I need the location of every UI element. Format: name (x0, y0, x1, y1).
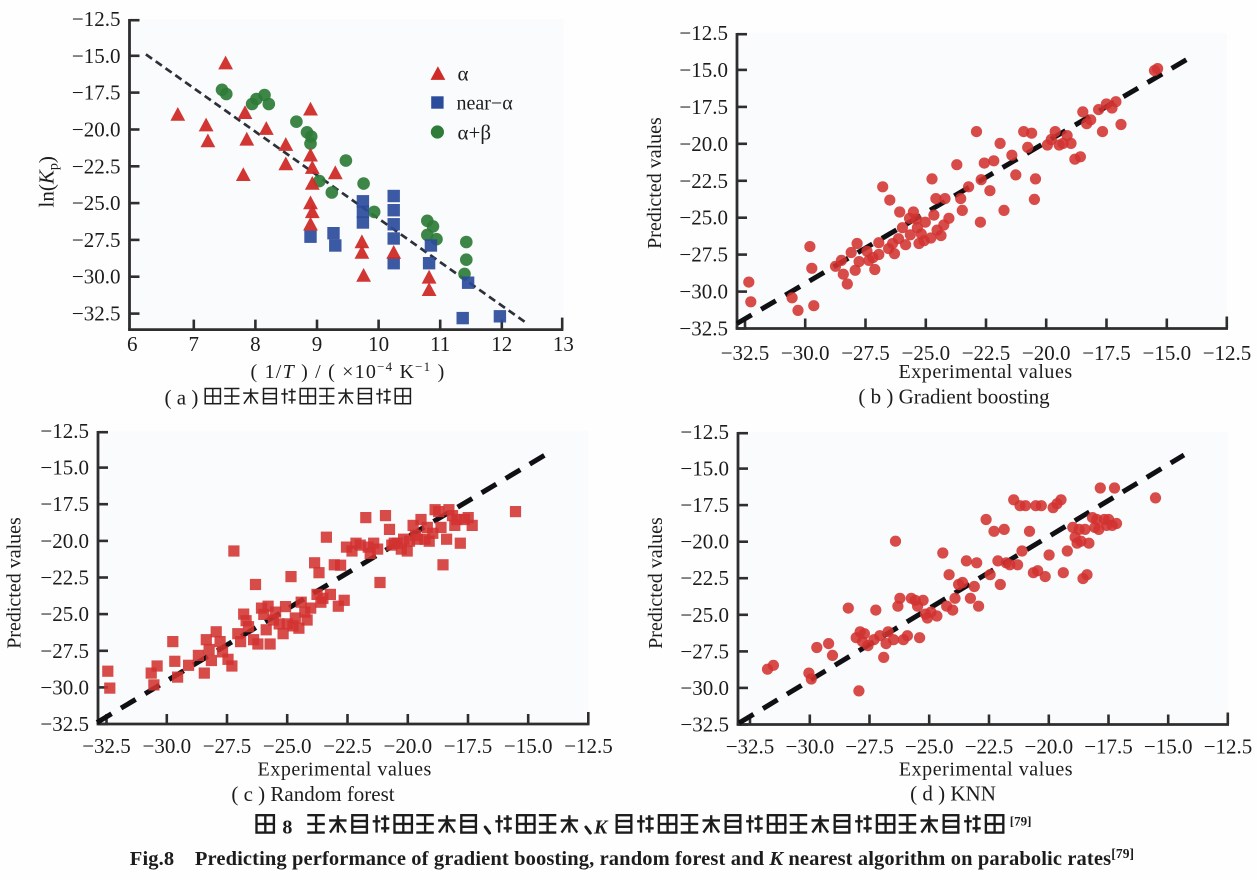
svg-text:−20.0: −20.0 (72, 118, 121, 142)
svg-text:( d ) KNN: ( d ) KNN (910, 782, 996, 806)
svg-text:( c ) Random forest: ( c ) Random forest (231, 782, 394, 806)
svg-text:−32.5: −32.5 (82, 734, 131, 758)
svg-text:[79]: [79] (1010, 814, 1032, 829)
svg-text:−12.5: −12.5 (1203, 341, 1252, 365)
svg-text:Predicted values: Predicted values (645, 517, 667, 649)
svg-text:α+β: α+β (458, 121, 492, 145)
svg-text:−17.5: −17.5 (444, 734, 493, 758)
svg-text:Experimental values: Experimental values (258, 759, 432, 781)
svg-text:−17.5: −17.5 (72, 81, 121, 105)
svg-text:9: 9 (312, 332, 323, 356)
svg-text:−30.0: −30.0 (786, 735, 835, 759)
svg-text:near−α: near−α (457, 93, 514, 115)
svg-text:−17.5: −17.5 (40, 492, 89, 516)
svg-text:Predicted values: Predicted values (4, 517, 26, 649)
svg-text:−30.0: −30.0 (72, 265, 121, 289)
svg-text:Experimental values: Experimental values (899, 759, 1073, 781)
svg-text:−27.5: −27.5 (72, 228, 121, 252)
svg-text:−27.5: −27.5 (679, 243, 728, 267)
svg-text:Predicted values: Predicted values (644, 117, 666, 249)
svg-text:−30.0: −30.0 (680, 676, 729, 700)
svg-text:−27.5: −27.5 (680, 639, 729, 663)
svg-text:−25.0: −25.0 (902, 341, 951, 365)
svg-text:−25.0: −25.0 (72, 191, 121, 215)
svg-text:−30.0: −30.0 (781, 341, 830, 365)
svg-text:−17.5: −17.5 (679, 95, 728, 119)
svg-text:−17.5: −17.5 (680, 493, 729, 517)
svg-text:−17.5: −17.5 (1082, 341, 1131, 365)
svg-text:11: 11 (430, 332, 450, 356)
svg-text:( b ) Gradient boosting: ( b ) Gradient boosting (858, 385, 1050, 409)
svg-text:K: K (593, 817, 609, 839)
svg-text:−12.5: −12.5 (40, 419, 89, 443)
svg-text:−22.5: −22.5 (72, 154, 121, 178)
svg-text:−32.5: −32.5 (726, 735, 775, 759)
svg-text:−27.5: −27.5 (40, 639, 89, 663)
svg-text:−20.0: −20.0 (384, 734, 433, 758)
svg-text:−22.5: −22.5 (679, 169, 728, 193)
svg-text:−15.0: −15.0 (680, 457, 729, 481)
svg-text:8: 8 (250, 332, 261, 356)
svg-text:α: α (458, 62, 469, 86)
svg-text:−20.0: −20.0 (680, 530, 729, 554)
svg-text:−15.0: −15.0 (40, 456, 89, 480)
svg-text:−12.5: −12.5 (680, 420, 729, 444)
svg-text:−22.5: −22.5 (962, 341, 1011, 365)
svg-text:−15.0: −15.0 (1144, 735, 1193, 759)
svg-text:12: 12 (491, 332, 512, 356)
svg-text:Experimental values: Experimental values (898, 361, 1072, 383)
svg-text:−30.0: −30.0 (143, 734, 192, 758)
svg-text:10: 10 (368, 332, 389, 356)
svg-text:7: 7 (189, 332, 200, 356)
svg-text:−20.0: −20.0 (1022, 341, 1071, 365)
svg-text:−22.5: −22.5 (965, 735, 1014, 759)
svg-text:−32.5: −32.5 (721, 341, 770, 365)
svg-text:−22.5: −22.5 (40, 566, 89, 590)
svg-text:−30.0: −30.0 (40, 675, 89, 699)
svg-text:−32.5: −32.5 (679, 317, 728, 341)
svg-text:−12.5: −12.5 (72, 7, 121, 31)
svg-text:−12.5: −12.5 (1204, 735, 1253, 759)
svg-text:−20.0: −20.0 (1025, 735, 1074, 759)
svg-text:−25.0: −25.0 (263, 734, 312, 758)
svg-text:13: 13 (553, 332, 574, 356)
svg-text:−15.0: −15.0 (1143, 341, 1192, 365)
svg-text:−12.5: −12.5 (564, 734, 613, 758)
svg-text:Fig.8 Predicting performance o: Fig.8 Predicting performance of gradient… (130, 846, 1134, 870)
svg-text:−25.0: −25.0 (679, 206, 728, 230)
svg-text:( 1/T ) / ( ×10−4 K−1 ): ( 1/T ) / ( ×10−4 K−1 ) (251, 359, 446, 383)
svg-text:−32.5: −32.5 (40, 712, 89, 736)
svg-text:ln(Kp): ln(Kp) (35, 156, 62, 207)
svg-text:−20.0: −20.0 (679, 132, 728, 156)
svg-text:−17.5: −17.5 (1084, 735, 1133, 759)
svg-text:−15.0: −15.0 (72, 44, 121, 68)
svg-text:−32.5: −32.5 (680, 713, 729, 737)
svg-text:8: 8 (282, 817, 292, 839)
svg-text:6: 6 (127, 332, 138, 356)
svg-text:−22.5: −22.5 (323, 734, 372, 758)
svg-text:−27.5: −27.5 (845, 735, 894, 759)
svg-text:−20.0: −20.0 (40, 529, 89, 553)
svg-text:−32.5: −32.5 (72, 302, 121, 326)
svg-text:−27.5: −27.5 (841, 341, 890, 365)
svg-text:−25.0: −25.0 (905, 735, 954, 759)
svg-text:−25.0: −25.0 (680, 603, 729, 627)
svg-text:−25.0: −25.0 (40, 602, 89, 626)
svg-text:−12.5: −12.5 (679, 21, 728, 45)
svg-text:( a ): ( a ) (165, 386, 199, 410)
svg-text:−15.0: −15.0 (679, 58, 728, 82)
svg-text:−27.5: −27.5 (203, 734, 252, 758)
svg-text:−15.0: −15.0 (504, 734, 553, 758)
svg-text:−30.0: −30.0 (679, 280, 728, 304)
svg-text:−22.5: −22.5 (680, 566, 729, 590)
